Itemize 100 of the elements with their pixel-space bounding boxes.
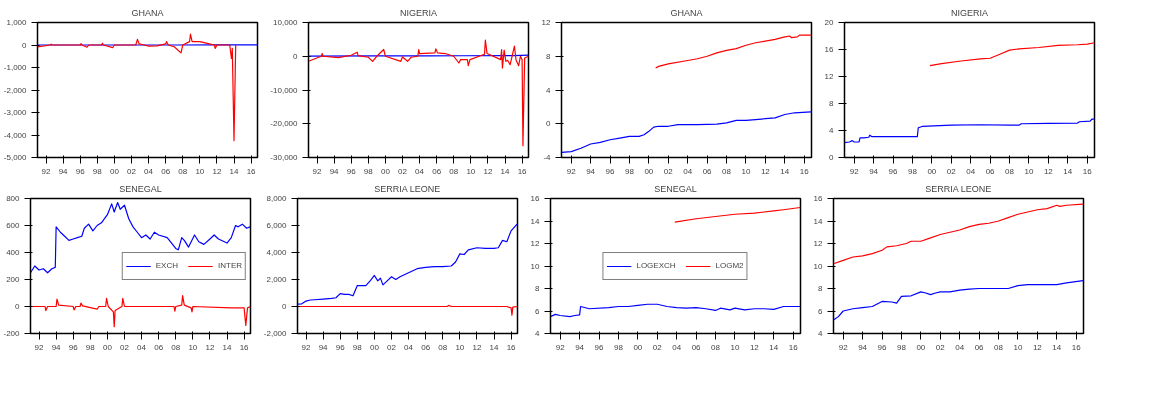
y-tick-label: 6 <box>535 306 541 316</box>
x-tick-label: 12 <box>1032 342 1043 352</box>
x-tick-label: 10 <box>1024 166 1034 176</box>
x-tick-label: 96 <box>75 166 86 176</box>
x-tick-label: 00 <box>927 166 937 176</box>
x-tick-label: 14 <box>500 166 510 176</box>
x-tick-label: 14 <box>229 166 239 176</box>
x-tick-label: 04 <box>955 342 965 352</box>
x-tick-label: 02 <box>935 342 946 352</box>
line-series <box>297 223 518 305</box>
x-tick-label: 04 <box>415 166 425 176</box>
y-tick-label: 16 <box>813 194 824 203</box>
chart-title: SERRIA LEONE <box>374 183 441 194</box>
line-series <box>297 304 518 316</box>
x-tick-label: 16 <box>1082 166 1093 176</box>
x-tick-label: 04 <box>683 166 693 176</box>
x-tick-label: 00 <box>380 166 391 176</box>
x-tick-label: 92 <box>566 166 577 176</box>
y-tick-label: -4 <box>543 153 552 162</box>
line-series <box>929 42 1095 67</box>
line-series <box>833 203 1084 265</box>
x-tick-label: 98 <box>625 166 635 176</box>
x-tick-label: 14 <box>222 342 232 352</box>
y-tick-label: 4 <box>818 329 824 338</box>
y-tick-label: 4 <box>829 126 835 135</box>
x-tick-label: 06 <box>432 166 442 176</box>
y-tick-label: 0 <box>15 302 21 311</box>
x-tick-label: 08 <box>449 166 459 176</box>
y-tick-label: 0 <box>546 119 552 129</box>
y-tick-label: 0 <box>282 302 288 311</box>
x-tick-label: 96 <box>877 342 888 352</box>
x-tick-label: 96 <box>335 342 346 352</box>
x-tick-label: 08 <box>711 342 721 352</box>
legend-label: INTER <box>218 261 242 270</box>
y-tick-label: 400 <box>6 248 21 257</box>
x-tick-label: 08 <box>178 166 188 176</box>
y-tick-label: -3,000 <box>3 108 28 117</box>
x-tick-label: 08 <box>171 342 181 352</box>
x-tick-label: 00 <box>644 166 654 176</box>
x-tick-label: 96 <box>594 342 605 352</box>
y-tick-label: 8 <box>818 284 824 293</box>
x-tick-label: 06 <box>421 342 431 352</box>
x-tick-label: 06 <box>691 342 702 352</box>
line-series <box>308 39 529 147</box>
x-tick-label: 06 <box>161 166 171 176</box>
chart-title: SERRIA LEONE <box>925 183 992 194</box>
line-series <box>655 34 812 69</box>
y-tick-label: 6,000 <box>266 221 288 230</box>
x-tick-label: 12 <box>1043 166 1054 176</box>
y-tick-label: 200 <box>6 275 21 284</box>
chart-title: GHANA <box>670 7 703 18</box>
x-tick-label: 92 <box>312 166 323 176</box>
x-tick-label: 02 <box>663 166 674 176</box>
legend-label: EXCH <box>155 261 178 270</box>
line-series <box>30 295 251 328</box>
x-tick-label: 06 <box>702 166 713 176</box>
line-series <box>550 303 801 318</box>
x-tick-label: 14 <box>780 166 790 176</box>
x-tick-label: 94 <box>586 166 596 176</box>
x-tick-label: 02 <box>652 342 663 352</box>
x-tick-label: 94 <box>869 166 879 176</box>
x-tick-label: 94 <box>58 166 69 176</box>
y-tick-label: 8 <box>829 99 835 108</box>
y-tick-label: 12 <box>530 239 541 248</box>
x-tick-label: 10 <box>741 166 751 176</box>
x-tick-label: 02 <box>398 166 408 176</box>
x-tick-label: 00 <box>102 342 113 352</box>
x-tick-label: 08 <box>438 342 448 352</box>
x-tick-label: 10 <box>195 166 205 176</box>
y-tick-label: 0 <box>829 153 835 162</box>
y-tick-label: -2,000 <box>263 329 288 338</box>
x-tick-label: 16 <box>506 342 517 352</box>
y-tick-label: 12 <box>541 18 552 27</box>
y-tick-label: 6 <box>818 306 824 316</box>
x-tick-label: 16 <box>517 166 528 176</box>
y-tick-label: 0 <box>22 40 28 50</box>
x-tick-label: 92 <box>301 342 312 352</box>
x-tick-label: 10 <box>466 166 476 176</box>
x-tick-label: 00 <box>916 342 926 352</box>
x-tick-label: 04 <box>966 166 976 176</box>
x-tick-label: 06 <box>154 342 164 352</box>
x-tick-label: 10 <box>730 342 740 352</box>
y-tick-label: 600 <box>6 221 21 230</box>
chart-title: NIGERIA <box>400 7 438 18</box>
x-tick-label: 10 <box>455 342 465 352</box>
x-tick-label: 00 <box>109 166 120 176</box>
y-tick-label: 10 <box>530 261 541 271</box>
y-tick-label: 10,000 <box>273 18 299 27</box>
y-tick-label: 4 <box>535 329 541 338</box>
x-tick-label: 96 <box>605 166 616 176</box>
y-tick-label: 1,000 <box>6 18 28 27</box>
x-tick-label: 92 <box>838 342 849 352</box>
y-tick-label: 0 <box>293 51 299 61</box>
x-tick-label: 16 <box>799 166 810 176</box>
x-tick-label: 04 <box>404 342 414 352</box>
x-tick-label: 94 <box>858 342 868 352</box>
x-tick-label: 04 <box>672 342 682 352</box>
y-tick-label: -4,000 <box>3 130 28 140</box>
x-tick-label: 94 <box>329 166 340 176</box>
x-tick-label: 16 <box>246 166 257 176</box>
